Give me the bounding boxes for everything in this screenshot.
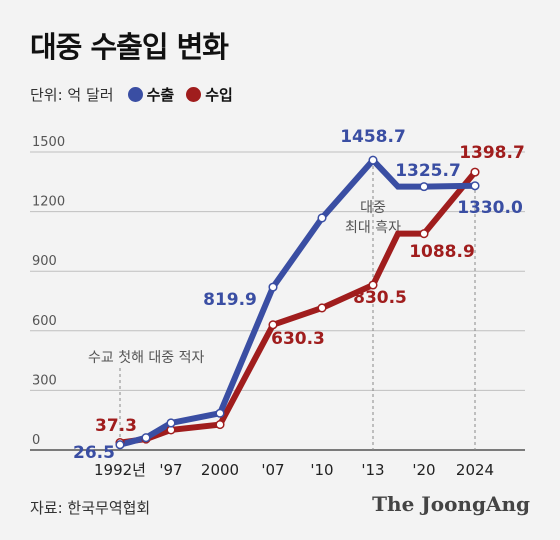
- data-label-export: 1330.0: [457, 198, 523, 218]
- x-tick-label: '10: [310, 461, 333, 479]
- data-point-import: [268, 320, 278, 330]
- y-tick-label: 600: [32, 314, 57, 329]
- annotation-max-surplus-line2: 최대 흑자: [345, 219, 401, 236]
- data-point-export: [115, 440, 125, 450]
- y-tick-label: 300: [32, 373, 57, 388]
- source-note: 자료: 한국무역협회: [30, 499, 151, 517]
- data-label-import: 830.5: [353, 288, 407, 308]
- annotation-first-year: 수교 첫해 대중 적자: [88, 350, 205, 366]
- data-label-export: 26.5: [73, 443, 115, 463]
- data-label-export: 1325.7: [395, 161, 461, 181]
- data-label-export: 1458.7: [340, 127, 406, 147]
- x-tick-label: '20: [412, 461, 435, 479]
- series-line-export: [119, 155, 476, 448]
- x-tick-label: 1992년: [94, 461, 146, 479]
- legend-label-import: 수입: [205, 86, 233, 104]
- y-tick-label: 0: [32, 433, 40, 448]
- series-line-import: [119, 170, 478, 446]
- legend-item-import: 수입: [186, 84, 233, 105]
- data-point-export: [317, 213, 327, 223]
- x-tick-label: 2000: [201, 461, 239, 479]
- data-point-export: [368, 155, 378, 165]
- data-label-export: 819.9: [203, 290, 257, 310]
- y-tick-label: 900: [32, 254, 57, 269]
- annotation-max-surplus-line1: 대중: [360, 200, 386, 216]
- x-tick-label: '07: [261, 461, 284, 479]
- data-point-import: [215, 420, 225, 430]
- data-label-import: 1398.7: [459, 143, 525, 163]
- data-point-export: [470, 181, 480, 191]
- unit-label: 단위: 억 달러: [30, 86, 114, 104]
- data-point-import: [317, 303, 327, 313]
- x-tick-label: '13: [361, 461, 384, 479]
- legend-label-export: 수출: [146, 86, 175, 104]
- y-tick-label: 1500: [32, 135, 65, 150]
- brand-logo: The JoongAng: [372, 492, 530, 516]
- data-point-export: [166, 418, 176, 428]
- data-point-export: [268, 282, 278, 292]
- x-tick-label: '97: [159, 461, 182, 479]
- data-point-export: [141, 433, 151, 443]
- data-point-import: [419, 229, 429, 239]
- data-point-export: [419, 182, 429, 192]
- y-tick-label: 1200: [32, 195, 65, 210]
- data-label-import: 1088.9: [409, 242, 475, 262]
- legend-dot-export: [127, 87, 143, 102]
- legend-dot-import: [186, 87, 202, 102]
- chart-title: 대중 수출입 변화: [30, 30, 229, 64]
- data-point-export: [215, 408, 225, 418]
- data-label-import: 37.3: [95, 416, 137, 436]
- data-point-import: [368, 280, 378, 290]
- legend: 단위: 억 달러 수출 수입: [30, 84, 245, 105]
- data-label-import: 630.3: [271, 329, 325, 349]
- legend-item-export: 수출: [127, 84, 175, 105]
- data-point-import: [470, 167, 480, 177]
- x-tick-label: 2024: [456, 461, 494, 479]
